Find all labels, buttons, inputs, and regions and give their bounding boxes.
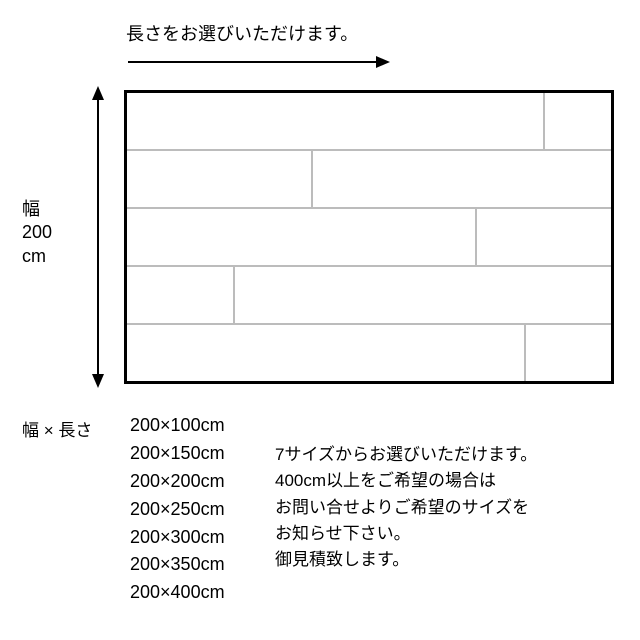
plank-joint [233,267,235,323]
plank-row-divider [127,207,611,209]
size-key-label: 幅 × 長さ [22,416,92,441]
width-label-line3: cm [22,245,52,268]
note-line: 400cm以上をご希望の場合は [275,468,537,494]
size-option: 200×350cm [130,551,225,579]
size-option: 200×100cm [130,412,225,440]
plank-joint [311,151,313,207]
plank-joint [475,209,477,265]
width-label-line2: 200 [22,221,52,244]
plank-joint [543,93,545,149]
plank-diagram [124,90,614,384]
width-label: 幅 200 cm [22,198,52,268]
note-line: お問い合せよりご希望のサイズを [275,495,537,521]
size-list: 200×100cm 200×150cm 200×200cm 200×250cm … [130,412,225,607]
size-option: 200×300cm [130,524,225,552]
plank-row-divider [127,323,611,325]
plank-joint [524,325,526,381]
width-label-line1: 幅 [22,198,52,221]
plank-row-divider [127,265,611,267]
plank-row-divider [127,149,611,151]
size-option: 200×200cm [130,468,225,496]
note-line: お知らせ下さい。 [275,521,537,547]
size-option: 200×400cm [130,579,225,607]
size-option: 200×250cm [130,496,225,524]
size-note: 7サイズからお選びいただけます。 400cm以上をご希望の場合は お問い合せより… [275,442,537,574]
note-line: 7サイズからお選びいただけます。 [275,442,537,468]
note-line: 御見積致します。 [275,547,537,573]
size-option: 200×150cm [130,440,225,468]
